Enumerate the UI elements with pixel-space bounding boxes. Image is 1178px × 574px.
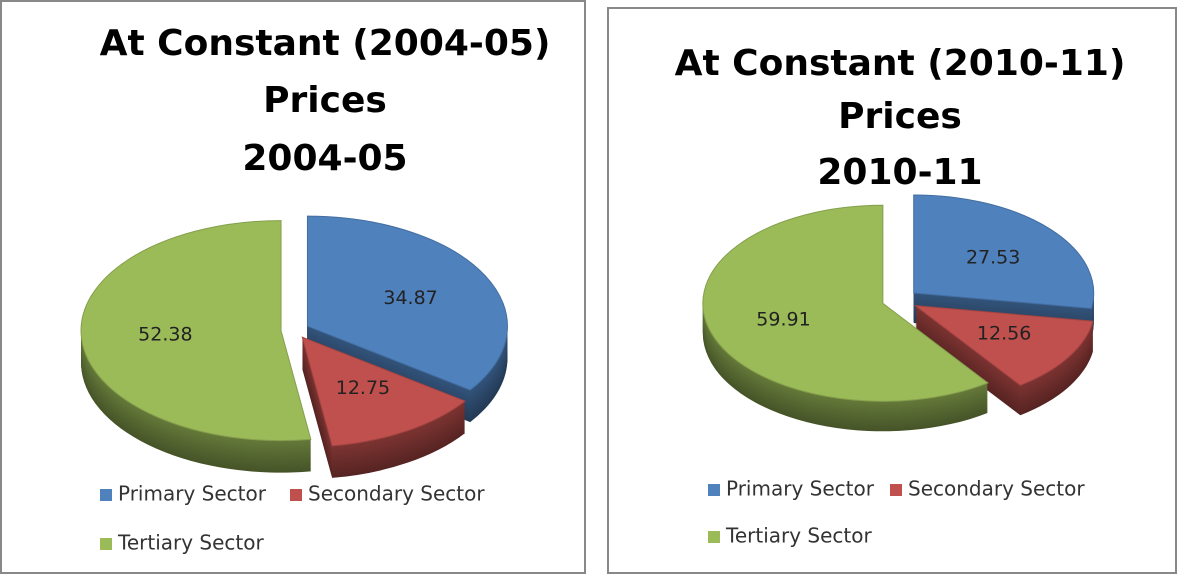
chart-title: Prices — [838, 96, 962, 137]
data-label: 52.38 — [138, 324, 192, 346]
slice — [306, 215, 508, 391]
legend-swatch — [290, 489, 302, 501]
legend-swatch — [708, 484, 720, 496]
legend-label: Secondary Sector — [908, 477, 1085, 501]
data-label: 27.53 — [966, 247, 1020, 269]
legend-label: Primary Sector — [118, 482, 267, 506]
slice — [301, 336, 467, 447]
legend-swatch — [890, 484, 902, 496]
legend-swatch — [708, 531, 720, 543]
slice — [702, 204, 989, 402]
slice — [913, 194, 1095, 310]
chart-title: At Constant (2004-05) — [100, 23, 551, 64]
data-label: 34.87 — [383, 287, 437, 309]
data-label: 12.75 — [336, 377, 390, 399]
legend-label: Secondary Sector — [308, 482, 485, 506]
data-label: 12.56 — [977, 323, 1031, 345]
chart-title: At Constant (2010-11) — [675, 43, 1126, 84]
data-label: 59.91 — [756, 308, 810, 330]
chart-title: 2010-11 — [817, 152, 982, 193]
slice — [913, 305, 1094, 386]
slice — [80, 220, 312, 442]
legend-swatch — [100, 538, 112, 550]
chart-title: Prices — [263, 80, 387, 121]
chart-title: 2004-05 — [242, 138, 407, 179]
legend-label: Primary Sector — [726, 477, 875, 501]
legend-swatch — [100, 489, 112, 501]
legend-label: Tertiary Sector — [725, 524, 872, 548]
legend-label: Tertiary Sector — [117, 531, 264, 555]
